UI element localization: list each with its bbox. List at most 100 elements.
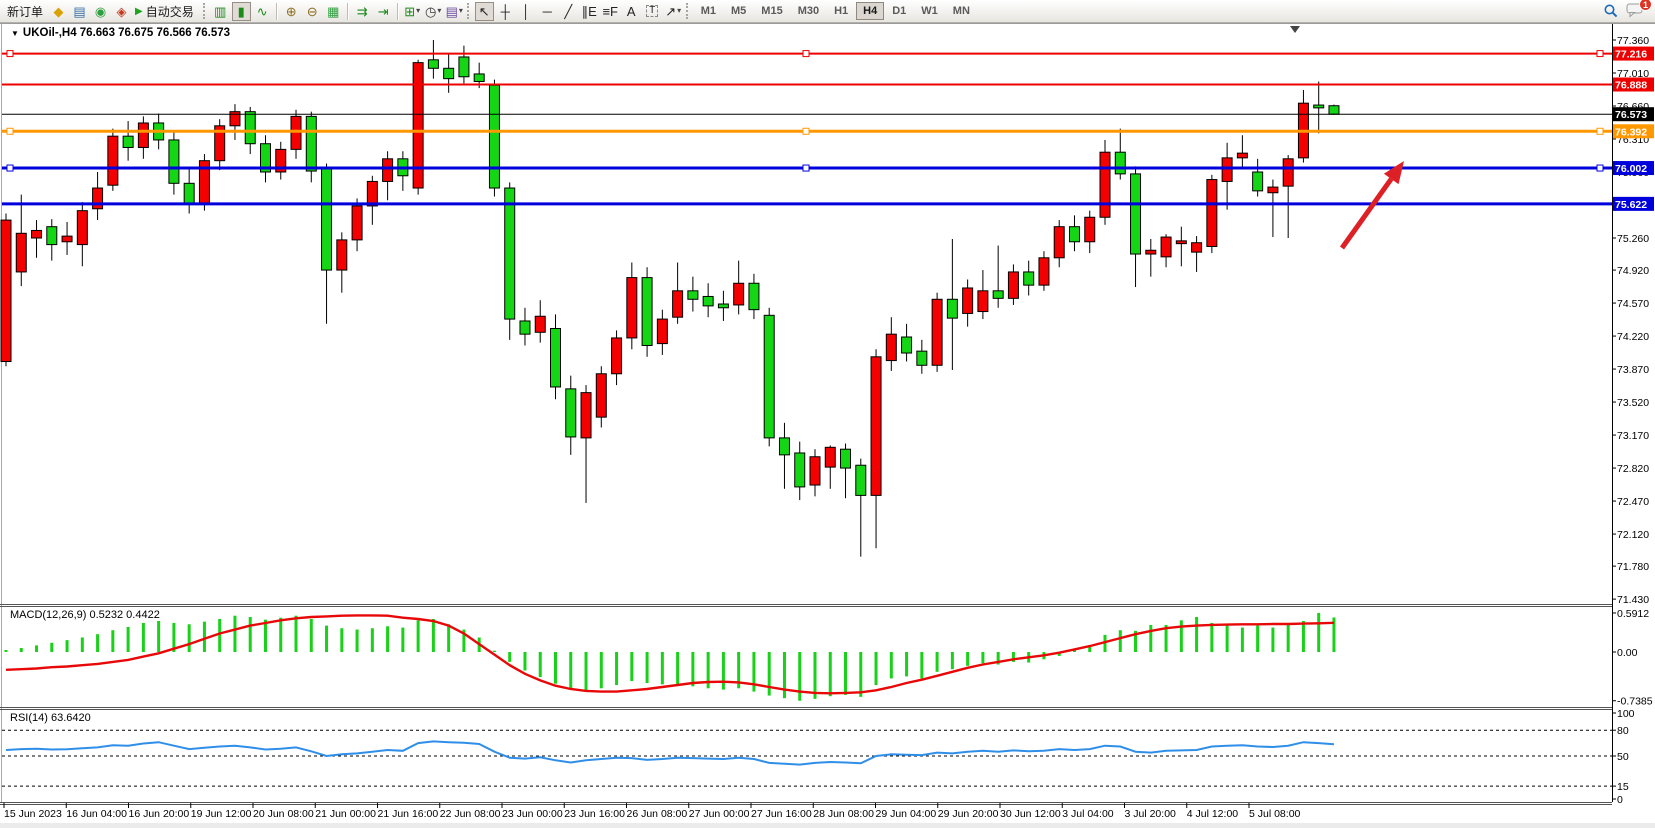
chart-canvas[interactable]: 77.36077.01076.66076.31075.96075.26074.9… (0, 23, 1655, 828)
timeframe-m30-button[interactable]: M30 (797, 5, 820, 17)
hline-handle[interactable] (6, 50, 14, 58)
cursor-icon[interactable]: ↖ (474, 1, 494, 21)
notification-badge[interactable]: 1 (1639, 0, 1652, 11)
candle-body (473, 73, 485, 82)
zoom-in-icon[interactable]: ⊕ (285, 3, 297, 19)
timeframe-m5-button[interactable]: M5 (731, 5, 747, 17)
timeframe-m1-button[interactable]: M1 (700, 5, 717, 17)
text-icon[interactable]: A (626, 3, 636, 19)
rsi-tick-label: 0 (1617, 794, 1623, 806)
new-order-button[interactable]: 新订单 (3, 2, 49, 21)
indicators-icon-dropdown[interactable]: ▾ (416, 6, 421, 15)
candle-body (595, 373, 607, 418)
chart-collapse-icon[interactable]: ▼ (11, 28, 19, 38)
vertical-line-icon[interactable]: │ (522, 3, 531, 19)
templates-icon[interactable]: ▤ ▾ (445, 3, 463, 19)
templates-icon-dropdown[interactable]: ▾ (458, 6, 463, 15)
macd-histogram-bar (492, 650, 496, 652)
macd-histogram-bar (1057, 652, 1061, 656)
market-watch-icon[interactable]: ◆ (53, 3, 64, 19)
macd-histogram-bar (859, 652, 863, 697)
rsi-tick-label: 15 (1617, 781, 1629, 793)
chart-shift-icon[interactable]: ⇥ (377, 3, 389, 19)
toolbar-separator (396, 2, 399, 20)
periods-icon[interactable]: ◷ ▾ (425, 3, 442, 19)
trend-arrow-head[interactable] (1383, 161, 1404, 185)
timeframe-mn-button[interactable]: MN (952, 5, 970, 17)
horizontal-line-icon[interactable]: ─ (542, 3, 552, 19)
macd-histogram-bar (19, 648, 23, 652)
hline-handle[interactable] (6, 164, 14, 172)
hline-handle[interactable] (802, 50, 810, 58)
trend-arrow-shaft[interactable] (1339, 177, 1394, 250)
macd-histogram-bar (706, 652, 710, 689)
bar-chart-icon[interactable]: ▥ (214, 3, 227, 19)
candle-body (855, 464, 867, 496)
hline-handle[interactable] (6, 127, 14, 135)
fibonacci-icon[interactable]: ≡F (602, 3, 618, 19)
macd-histogram-bar (157, 620, 161, 652)
hline-handle[interactable] (1596, 127, 1604, 135)
toolbar-grip[interactable] (466, 3, 472, 19)
channel-icon[interactable]: ∥E (581, 3, 597, 19)
macd-tick-label: -0.7385 (1617, 696, 1653, 708)
macd-indicator-label: MACD(12,26,9) 0.5232 0.4422 (10, 609, 160, 621)
hline-handle[interactable] (1596, 164, 1604, 172)
timeframe-w1-button[interactable]: W1 (921, 5, 938, 17)
candle-body (778, 437, 790, 456)
search-icon[interactable] (1601, 2, 1620, 21)
terminal-icon[interactable]: ◈ (116, 3, 127, 19)
time-tick-label: 22 Jun 08:00 (440, 808, 501, 820)
trendline-icon[interactable]: ╱ (564, 3, 573, 19)
macd-histogram-bar (737, 652, 741, 689)
candle-body (1267, 186, 1279, 194)
candle-body (946, 298, 958, 319)
crosshair-icon[interactable]: ┼ (500, 3, 510, 19)
navigator-icon[interactable]: ◉ (94, 3, 107, 19)
timeframe-m15-button[interactable]: M15 (761, 5, 783, 17)
macd-histogram-bar (538, 652, 542, 678)
price-tick-label: 73.870 (1617, 364, 1649, 376)
text-label-icon[interactable]: T (643, 2, 662, 21)
arrows-icon[interactable]: ↗ ▾ (665, 3, 682, 19)
macd-histogram-bar (4, 650, 8, 652)
candle-body (137, 122, 149, 148)
candle-body (687, 290, 699, 300)
candle-body (733, 282, 745, 306)
hline-handle[interactable] (1596, 50, 1604, 58)
candle-body (565, 388, 577, 438)
indicator-dropdown-group: ⊞ ▾ ◷ ▾ ▤ ▾ (403, 2, 464, 21)
chart-shift-marker[interactable] (1290, 26, 1300, 33)
toolbar-grip[interactable] (202, 3, 208, 19)
timeframe-h1-button[interactable]: H1 (834, 5, 849, 17)
macd-histogram-bar (1195, 617, 1199, 652)
time-tick-label: 27 Jun 16:00 (751, 808, 812, 820)
toolbar-grip[interactable] (685, 3, 691, 19)
data-window-icon[interactable]: ▤ (73, 3, 86, 19)
candlestick-icon[interactable]: ▮ (231, 1, 251, 21)
candle-body (275, 148, 287, 173)
timeframe-h4-button[interactable]: H4 (856, 2, 885, 20)
hline-handle[interactable] (802, 127, 810, 135)
time-tick-label: 5 Jul 08:00 (1249, 808, 1301, 820)
candle-body (916, 350, 928, 366)
rsi-tick-label: 100 (1617, 708, 1635, 720)
zoom-group: ⊕ ⊖ ▦ (282, 2, 343, 21)
tile-windows-icon[interactable]: ▦ (327, 3, 340, 19)
notifications-chat-icon[interactable]: 1 (1626, 0, 1652, 20)
auto-scroll-icon[interactable]: ⇉ (356, 3, 368, 19)
hline-handle[interactable] (802, 164, 810, 172)
macd-histogram-bar (905, 652, 909, 677)
macd-histogram-bar (981, 652, 985, 664)
time-tick-label: 26 Jun 08:00 (627, 808, 688, 820)
zoom-out-icon[interactable]: ⊖ (306, 3, 318, 19)
periods-icon-dropdown[interactable]: ▾ (437, 6, 442, 15)
autotrading-button[interactable]: ▶ 自动交易 (131, 2, 200, 21)
indicators-icon[interactable]: ⊞ ▾ (404, 3, 421, 19)
macd-histogram-bar (279, 617, 283, 652)
timeframe-d1-button[interactable]: D1 (892, 5, 907, 17)
arrows-icon-dropdown[interactable]: ▾ (677, 6, 682, 15)
price-tick-label: 75.260 (1617, 233, 1649, 245)
line-chart-icon[interactable]: ∿ (256, 3, 268, 19)
candle-body (1206, 179, 1218, 247)
